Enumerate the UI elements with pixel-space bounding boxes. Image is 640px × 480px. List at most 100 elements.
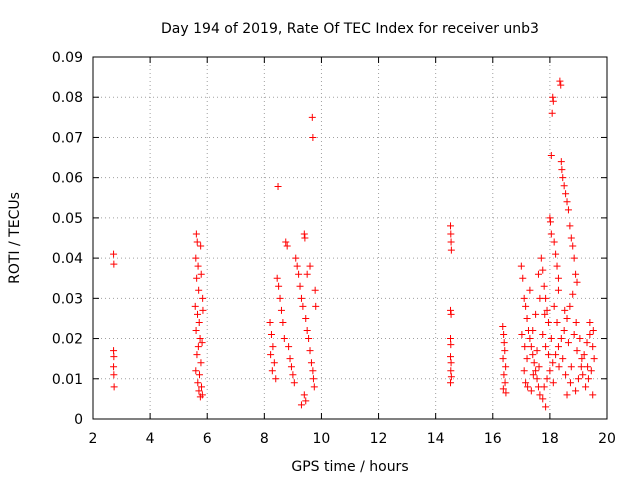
plot-frame [92, 56, 608, 420]
data-point [540, 383, 548, 391]
data-point [583, 339, 591, 347]
data-point [197, 270, 205, 278]
axis-ticks [92, 56, 608, 420]
data-point [305, 335, 313, 343]
data-point [559, 174, 567, 182]
data-point [447, 306, 455, 314]
data-point [544, 351, 552, 359]
data-point [536, 294, 544, 302]
data-point [547, 152, 555, 160]
data-point [533, 347, 541, 355]
data-point [555, 363, 563, 371]
data-point [532, 310, 540, 318]
data-point [534, 270, 542, 278]
data-point [539, 266, 547, 274]
y-axis-tick-labels: 0 0.01 0.02 0.03 0.04 0.05 0.06 0.07 0.08 0.09 [52, 50, 83, 428]
y-tick-label: 0.02 [52, 332, 83, 348]
data-point [572, 270, 580, 278]
data-point [573, 347, 581, 355]
data-point [299, 302, 307, 310]
gridlines [93, 57, 607, 419]
data-point [193, 274, 201, 282]
data-point [447, 379, 455, 387]
data-point [544, 318, 552, 326]
data-point [520, 367, 528, 375]
data-point [547, 230, 555, 238]
data-point [529, 327, 537, 335]
data-point [274, 183, 282, 191]
data-point [447, 373, 455, 381]
data-point [536, 391, 544, 399]
data-point [589, 343, 597, 351]
data-point [539, 395, 547, 403]
data-point [543, 306, 551, 314]
data-point [560, 327, 568, 335]
data-point [566, 379, 574, 387]
data-point [295, 270, 303, 278]
data-point [499, 385, 507, 393]
data-point [566, 302, 574, 310]
data-point [549, 93, 557, 101]
data-point [580, 351, 588, 359]
data-point [549, 379, 557, 387]
data-point [500, 339, 508, 347]
data-point [192, 367, 200, 375]
data-point [526, 335, 534, 343]
data-point [546, 214, 554, 222]
data-point [552, 250, 560, 258]
data-point [194, 379, 202, 387]
data-point [569, 290, 577, 298]
data-point [197, 359, 205, 367]
data-point [447, 246, 455, 254]
data-point [543, 375, 551, 383]
y-tick-label: 0.07 [52, 130, 83, 146]
data-point [268, 367, 276, 375]
x-tick-label: 8 [260, 431, 269, 447]
data-point [550, 238, 558, 246]
data-points [110, 77, 598, 411]
data-point [287, 363, 295, 371]
data-point [110, 353, 118, 361]
data-point [590, 355, 598, 363]
data-point [529, 351, 537, 359]
data-point [196, 335, 204, 343]
x-tick-label: 14 [427, 431, 445, 447]
data-point [306, 347, 314, 355]
data-point [558, 166, 566, 174]
data-point [309, 367, 317, 375]
data-point [501, 347, 509, 355]
x-tick-label: 18 [541, 431, 559, 447]
data-point [198, 339, 206, 347]
data-point [500, 331, 508, 339]
data-point [195, 387, 203, 395]
data-point [577, 363, 585, 371]
data-point [546, 367, 554, 375]
data-point [196, 371, 204, 379]
data-point [292, 254, 300, 262]
x-axis-label: GPS time / hours [291, 459, 408, 475]
data-point [562, 190, 570, 198]
y-tick-label: 0.08 [52, 90, 83, 106]
data-point [289, 371, 297, 379]
data-point [303, 270, 311, 278]
y-tick-label: 0.01 [52, 372, 83, 388]
data-point [502, 363, 510, 371]
y-tick-label: 0.09 [52, 50, 83, 66]
data-point [502, 389, 510, 397]
data-point [266, 318, 274, 326]
data-point [572, 387, 580, 395]
data-point [527, 387, 535, 395]
data-point [311, 286, 319, 294]
data-point [550, 302, 558, 310]
data-point [584, 363, 592, 371]
data-point [554, 274, 562, 282]
data-point [447, 310, 455, 318]
data-point [110, 347, 118, 355]
data-point [300, 391, 308, 399]
data-point [570, 254, 578, 262]
data-point [300, 230, 308, 238]
data-point [572, 318, 580, 326]
y-tick-label: 0.04 [52, 251, 83, 267]
data-point [570, 331, 578, 339]
data-point [192, 327, 200, 335]
